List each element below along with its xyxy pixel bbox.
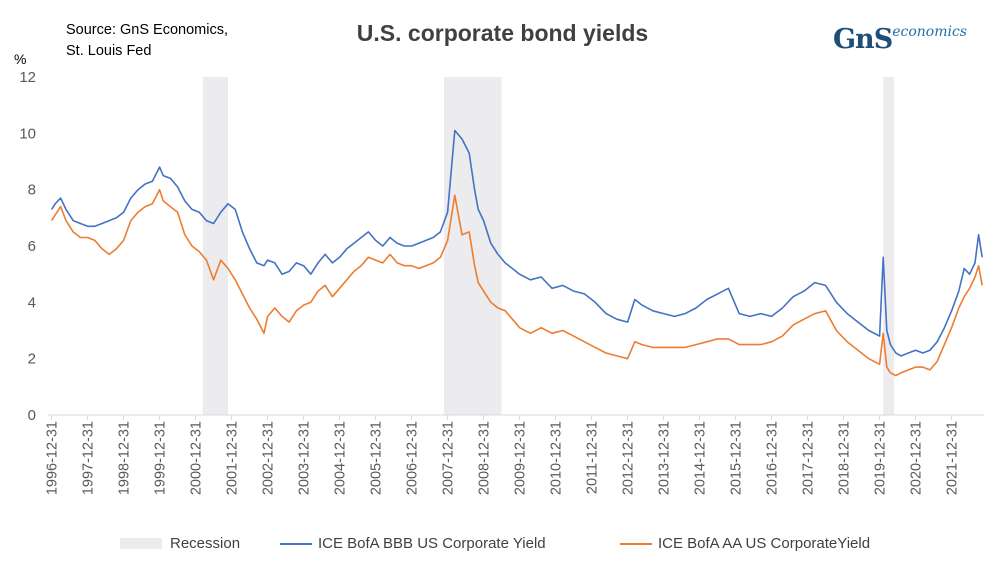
x-tick-label: 2017-12-31 xyxy=(801,421,817,495)
x-tick-label: 2014-12-31 xyxy=(693,421,709,495)
x-tick-label: 2012-12-31 xyxy=(621,421,637,495)
x-tick-label: 2018-12-31 xyxy=(837,421,853,495)
source-note: Source: GnS Economics, St. Louis Fed xyxy=(66,20,228,62)
source-line-2: St. Louis Fed xyxy=(66,43,152,59)
source-line-1: Source: GnS Economics, xyxy=(66,22,228,38)
recession-band-0 xyxy=(202,77,228,415)
x-tick-label: 2011-12-31 xyxy=(585,421,601,494)
gns-logo: GnSeconomics xyxy=(833,24,967,55)
x-tick-label: 2019-12-31 xyxy=(873,421,889,495)
legend-swatch-bbb xyxy=(280,542,312,545)
y-tick-label: 12 xyxy=(19,69,36,86)
y-tick-label: 10 xyxy=(19,125,36,142)
legend-swatch-aa xyxy=(620,542,652,545)
series-lines xyxy=(50,129,983,377)
x-tick-label: 2007-12-31 xyxy=(441,421,457,495)
x-tick-label: 2021-12-31 xyxy=(945,421,961,495)
legend-item-bbb: ICE BofA BBB US Corporate Yield xyxy=(280,535,546,552)
logo-sub-text: economics xyxy=(892,24,967,40)
x-tick-label: 1997-12-31 xyxy=(81,421,97,495)
x-tick-label: 2010-12-31 xyxy=(549,421,565,495)
x-tick-label: 1996-12-31 xyxy=(45,421,61,495)
y-tick-label: 0 xyxy=(28,407,36,424)
series-line-bbb xyxy=(50,129,983,357)
chart-title: U.S. corporate bond yields xyxy=(356,20,649,46)
legend-swatch-recession xyxy=(120,538,162,549)
x-tick-label: 2009-12-31 xyxy=(513,421,529,495)
y-axis-label: % xyxy=(14,51,26,67)
x-tick-label: 2005-12-31 xyxy=(369,421,385,495)
x-tick-label: 2002-12-31 xyxy=(261,421,277,495)
x-tick-label: 2016-12-31 xyxy=(765,421,781,495)
logo-main-text: GnS xyxy=(833,24,893,55)
legend-label-recession: Recession xyxy=(170,535,241,552)
recession-bands xyxy=(202,77,894,415)
x-tick-label: 2015-12-31 xyxy=(729,421,745,495)
legend-item-recession: Recession xyxy=(120,535,240,552)
x-tick-label: 2004-12-31 xyxy=(333,421,349,495)
x-tick-label: 2001-12-31 xyxy=(225,421,241,495)
x-tick-label: 2003-12-31 xyxy=(297,421,313,495)
legend-label-bbb: ICE BofA BBB US Corporate Yield xyxy=(318,535,546,552)
x-tick-label: 2000-12-31 xyxy=(189,421,205,495)
x-tick-label: 2008-12-31 xyxy=(477,421,493,495)
x-tick-label: 2013-12-31 xyxy=(657,421,673,495)
series-line-aa xyxy=(50,188,983,377)
y-tick-label: 6 xyxy=(28,238,36,255)
y-tick-label: 2 xyxy=(28,351,36,368)
y-tick-label: 4 xyxy=(28,294,36,311)
x-tick-label: 2006-12-31 xyxy=(405,421,421,495)
legend-item-aa: ICE BofA AA US CorporateYield xyxy=(620,535,870,552)
x-tick-label: 1999-12-31 xyxy=(153,421,169,495)
legend-label-aa: ICE BofA AA US CorporateYield xyxy=(658,535,871,552)
axes: 0 2 4 6 8 10 12 1996-12-31 1997-12-31 1998-12-31 1… xyxy=(19,69,984,495)
recession-band-2 xyxy=(883,77,894,415)
x-tick-label: 2020-12-31 xyxy=(909,421,925,495)
y-tick-label: 8 xyxy=(28,182,36,199)
x-tick-label: 1998-12-31 xyxy=(117,421,133,495)
